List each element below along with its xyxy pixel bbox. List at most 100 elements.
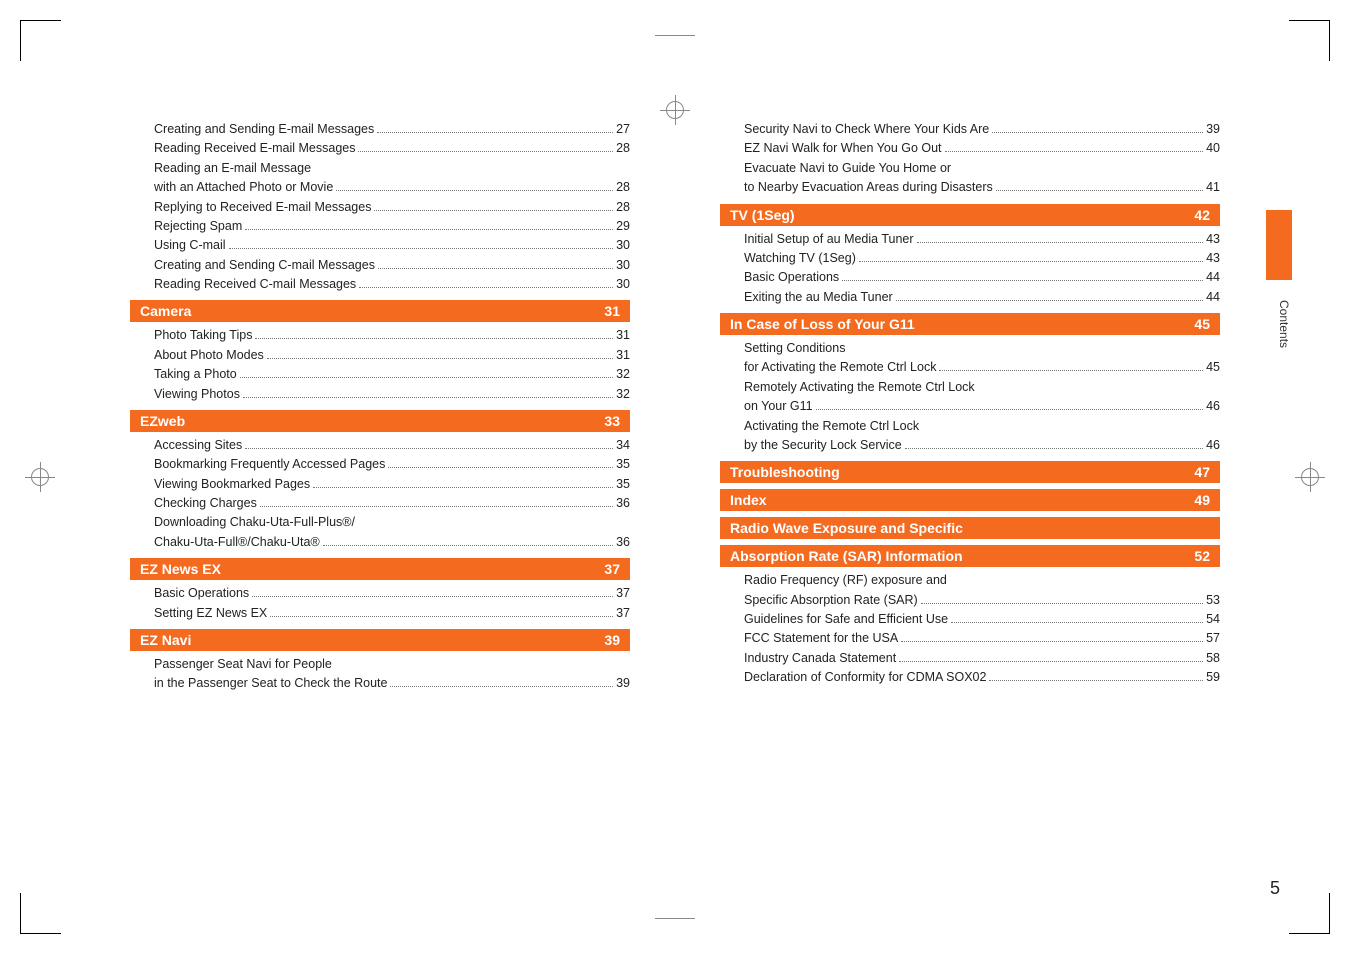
leader-dots bbox=[388, 467, 613, 468]
toc-entry-page: 37 bbox=[616, 604, 630, 623]
toc-entry-label: About Photo Modes bbox=[154, 346, 264, 365]
toc-entry-label: Guidelines for Safe and Efficient Use bbox=[744, 610, 948, 629]
section-title: In Case of Loss of Your G11 bbox=[730, 316, 915, 332]
leader-dots bbox=[374, 210, 613, 211]
toc-entry: Using C-mail30 bbox=[130, 236, 630, 255]
leader-dots bbox=[229, 248, 614, 249]
toc-entry: on Your G1146 bbox=[720, 397, 1220, 416]
toc-section-heading: Absorption Rate (SAR) Information52 bbox=[720, 545, 1220, 567]
toc-entry: Accessing Sites34 bbox=[130, 436, 630, 455]
toc-right-column: Security Navi to Check Where Your Kids A… bbox=[720, 120, 1220, 874]
toc-entry: Setting EZ News EX37 bbox=[130, 604, 630, 623]
toc-entry: Remotely Activating the Remote Ctrl Lock bbox=[720, 378, 1220, 397]
leader-dots bbox=[939, 370, 1203, 371]
toc-entry-label: FCC Statement for the USA bbox=[744, 629, 898, 648]
toc-entry: by the Security Lock Service46 bbox=[720, 436, 1220, 455]
toc-section-heading: Radio Wave Exposure and Specific bbox=[720, 517, 1220, 539]
toc-entry: Creating and Sending C-mail Messages30 bbox=[130, 256, 630, 275]
toc-entry-page: 28 bbox=[616, 198, 630, 217]
side-tab bbox=[1266, 210, 1292, 280]
toc-left-column: Creating and Sending E-mail Messages27Re… bbox=[130, 120, 630, 874]
section-title: Index bbox=[730, 492, 767, 508]
toc-entry-label: Replying to Received E-mail Messages bbox=[154, 198, 371, 217]
toc-entry: Downloading Chaku-Uta-Full-Plus®/ bbox=[130, 513, 630, 532]
toc-entry-label: Viewing Bookmarked Pages bbox=[154, 475, 310, 494]
toc-entry-label: Industry Canada Statement bbox=[744, 649, 896, 668]
section-title: EZ News EX bbox=[140, 561, 221, 577]
leader-dots bbox=[816, 409, 1204, 410]
toc-entry-label: EZ Navi Walk for When You Go Out bbox=[744, 139, 942, 158]
toc-entry-page: 32 bbox=[616, 385, 630, 404]
section-title: TV (1Seg) bbox=[730, 207, 795, 223]
toc-section-heading: Index 49 bbox=[720, 489, 1220, 511]
toc-entry: Reading an E-mail Message bbox=[130, 159, 630, 178]
toc-entry: Viewing Photos 32 bbox=[130, 385, 630, 404]
toc-entry-label: Evacuate Navi to Guide You Home or bbox=[744, 159, 951, 178]
leader-dots bbox=[989, 680, 1203, 681]
section-page: 47 bbox=[1194, 464, 1210, 480]
toc-entry: Rejecting Spam29 bbox=[130, 217, 630, 236]
toc-entry: Watching TV (1Seg)43 bbox=[720, 249, 1220, 268]
leader-dots bbox=[390, 686, 613, 687]
leader-dots bbox=[842, 280, 1203, 281]
toc-entry: Activating the Remote Ctrl Lock bbox=[720, 417, 1220, 436]
toc-entry-label: Photo Taking Tips bbox=[154, 326, 252, 345]
toc-entry-label: Viewing Photos bbox=[154, 385, 240, 404]
toc-entry-page: 29 bbox=[616, 217, 630, 236]
toc-entry-label: Basic Operations bbox=[744, 268, 839, 287]
toc-entry: Initial Setup of au Media Tuner43 bbox=[720, 230, 1220, 249]
toc-entry-page: 36 bbox=[616, 494, 630, 513]
toc-entry: Declaration of Conformity for CDMA SOX02… bbox=[720, 668, 1220, 687]
toc-entry-label: Reading Received E-mail Messages bbox=[154, 139, 355, 158]
toc-entry-page: 28 bbox=[616, 178, 630, 197]
toc-entry: Evacuate Navi to Guide You Home or bbox=[720, 159, 1220, 178]
toc-entry-page: 44 bbox=[1206, 288, 1220, 307]
toc-entry-page: 59 bbox=[1206, 668, 1220, 687]
section-page: 31 bbox=[604, 303, 620, 319]
toc-section-heading: EZ News EX37 bbox=[130, 558, 630, 580]
leader-dots bbox=[859, 261, 1203, 262]
toc-entry: to Nearby Evacuation Areas during Disast… bbox=[720, 178, 1220, 197]
leader-dots bbox=[240, 377, 613, 378]
toc-section-heading: EZweb33 bbox=[130, 410, 630, 432]
section-page: 52 bbox=[1194, 548, 1210, 564]
toc-entry: Radio Frequency (RF) exposure and bbox=[720, 571, 1220, 590]
toc-entry-label: on Your G11 bbox=[744, 397, 813, 416]
toc-entry-page: 35 bbox=[616, 455, 630, 474]
toc-entry: Basic Operations37 bbox=[130, 584, 630, 603]
leader-dots bbox=[313, 487, 613, 488]
toc-entry: Exiting the au Media Tuner44 bbox=[720, 288, 1220, 307]
leader-dots bbox=[992, 132, 1203, 133]
toc-entry: Specific Absorption Rate (SAR) 53 bbox=[720, 591, 1220, 610]
toc-entry: Bookmarking Frequently Accessed Pages35 bbox=[130, 455, 630, 474]
toc-body: Creating and Sending E-mail Messages27Re… bbox=[130, 120, 1220, 874]
toc-entry-label: Specific Absorption Rate (SAR) bbox=[744, 591, 918, 610]
toc-entry: Checking Charges36 bbox=[130, 494, 630, 513]
toc-entry-page: 58 bbox=[1206, 649, 1220, 668]
toc-entry-label: Remotely Activating the Remote Ctrl Lock bbox=[744, 378, 975, 397]
registration-mark bbox=[25, 462, 55, 492]
toc-entry-page: 54 bbox=[1206, 610, 1220, 629]
leader-dots bbox=[899, 661, 1203, 662]
toc-section-heading: Troubleshooting47 bbox=[720, 461, 1220, 483]
section-title: Radio Wave Exposure and Specific bbox=[730, 520, 963, 536]
toc-entry-label: Watching TV (1Seg) bbox=[744, 249, 856, 268]
toc-entry-page: 44 bbox=[1206, 268, 1220, 287]
toc-entry: with an Attached Photo or Movie28 bbox=[130, 178, 630, 197]
toc-entry: FCC Statement for the USA57 bbox=[720, 629, 1220, 648]
section-page: 49 bbox=[1194, 492, 1210, 508]
page-number: 5 bbox=[1270, 878, 1280, 899]
section-page: 39 bbox=[604, 632, 620, 648]
toc-entry-label: to Nearby Evacuation Areas during Disast… bbox=[744, 178, 993, 197]
side-label: Contents bbox=[1277, 300, 1291, 348]
toc-entry: Viewing Bookmarked Pages35 bbox=[130, 475, 630, 494]
section-page: 45 bbox=[1194, 316, 1210, 332]
toc-entry: Chaku-Uta-Full®/Chaku-Uta®36 bbox=[130, 533, 630, 552]
toc-entry-page: 30 bbox=[616, 256, 630, 275]
fold-mark bbox=[655, 15, 695, 36]
leader-dots bbox=[267, 358, 613, 359]
toc-entry-label: Basic Operations bbox=[154, 584, 249, 603]
toc-entry-page: 53 bbox=[1206, 591, 1220, 610]
toc-section-heading: TV (1Seg)42 bbox=[720, 204, 1220, 226]
toc-entry-page: 39 bbox=[1206, 120, 1220, 139]
